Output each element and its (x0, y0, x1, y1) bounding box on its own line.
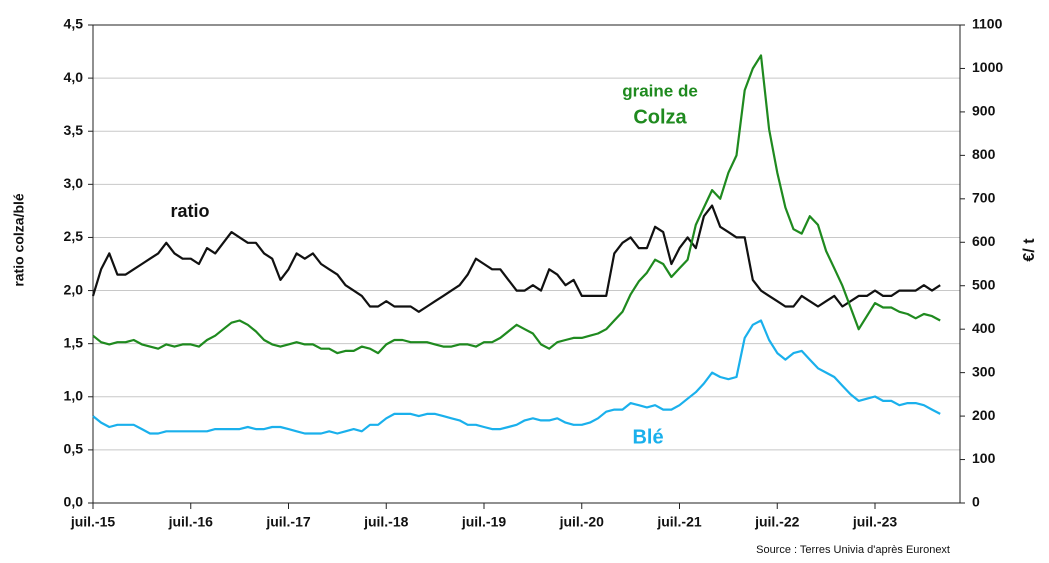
y-tick-label: 4,5 (64, 16, 84, 32)
x-tick-label: juil.-21 (656, 514, 702, 530)
x-tick-label: juil.-18 (363, 514, 409, 530)
y2-axis-label: €/ t (1021, 238, 1038, 262)
x-tick-label: juil.-17 (265, 514, 311, 530)
y-tick-label: 3,5 (64, 122, 84, 138)
y2-tick-label: 600 (972, 233, 996, 249)
y2-tick-label: 1100 (972, 16, 1003, 32)
series-line (91, 204, 941, 313)
y2-tick-label: 900 (972, 103, 996, 119)
y2-tick-label: 1000 (972, 59, 1003, 75)
y-tick-label: 0,0 (64, 494, 84, 510)
y2-tick-label: 0 (972, 494, 980, 510)
series-label: Blé (632, 426, 663, 448)
annotation: graine de (622, 81, 698, 100)
y2-tick-label: 400 (972, 320, 996, 336)
y-tick-label: 0,5 (64, 441, 84, 457)
y-tick-label: 2,0 (64, 281, 84, 297)
x-tick-label: juil.-23 (852, 514, 898, 530)
x-tick-label: juil.-20 (559, 514, 605, 530)
y2-tick-label: 700 (972, 190, 996, 206)
plot-frame (92, 24, 961, 504)
x-tick-label: juil.-15 (70, 514, 116, 530)
series-label: Colza (633, 106, 687, 128)
source: Source : Terres Univia d'après Euronext (756, 544, 950, 556)
y-axis-label: ratio colza/blé (11, 193, 27, 287)
y2-tick-label: 800 (972, 146, 996, 162)
x-tick-label: juil.-16 (168, 514, 214, 530)
y2-tick-label: 200 (972, 407, 996, 423)
y-tick-label: 3,0 (64, 175, 84, 191)
y-tick-label: 2,5 (64, 228, 84, 244)
x-tick-label: juil.-22 (754, 514, 800, 530)
y-tick-label: 1,5 (64, 334, 84, 350)
x-tick-label: juil.-19 (461, 514, 507, 530)
y-tick-label: 1,0 (64, 387, 84, 403)
y2-tick-label: 300 (972, 363, 996, 379)
series-line (92, 54, 941, 355)
y-tick-label: 4,0 (64, 69, 84, 85)
series-label: ratio (170, 201, 209, 221)
y2-tick-label: 100 (972, 450, 996, 466)
series-line (92, 319, 941, 435)
y2-tick-label: 500 (972, 276, 996, 292)
